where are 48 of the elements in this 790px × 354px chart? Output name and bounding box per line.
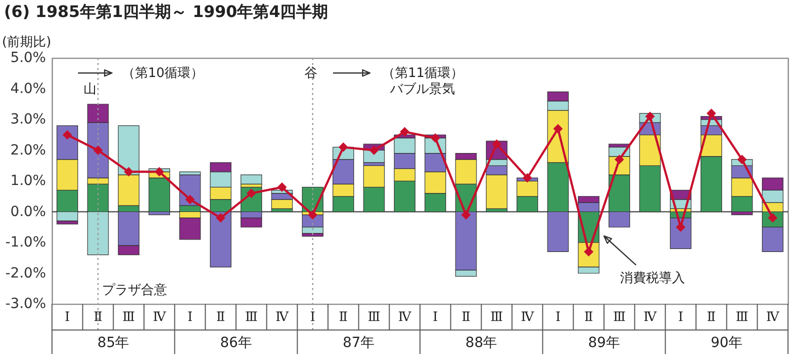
x-tick-label: Ⅳ	[644, 310, 658, 325]
x-tick-label: Ⅰ	[187, 310, 193, 325]
y-tick-label: 1.0%	[10, 173, 46, 189]
x-tick-label: Ⅲ	[368, 310, 380, 325]
annotation: 消費税導入	[620, 271, 685, 286]
y-tick-label: -1.0%	[5, 234, 46, 250]
x-tick-label: Ⅱ	[338, 310, 348, 325]
x-tick-label: Ⅲ	[245, 310, 258, 325]
text: 86年	[220, 335, 252, 351]
x-tick-label: Ⅳ	[398, 310, 412, 325]
x-tick-label: Ⅳ	[276, 310, 290, 325]
x-tick-label: Ⅲ	[613, 310, 626, 325]
x-tick-label: Ⅰ	[555, 310, 561, 325]
chart-title: (6) 1985年第1四半期～ 1990年第4四半期	[4, 2, 328, 21]
annotation: バブル景気	[389, 82, 455, 97]
text: 87年	[342, 335, 375, 351]
y-tick-label: 0.0%	[10, 204, 46, 220]
x-tick-label: Ⅱ	[462, 310, 471, 325]
text: 89年	[588, 335, 620, 351]
text: 85年	[97, 335, 130, 351]
annotation: （第10循環）	[122, 66, 204, 81]
annotation: 山	[84, 82, 96, 97]
x-tick-label: Ⅳ	[766, 310, 780, 325]
x-tick-label: Ⅱ	[584, 310, 594, 325]
x-tick-label: Ⅲ	[490, 310, 503, 325]
annotation: プラザ合意	[102, 283, 167, 298]
y-tick-label: 2.0%	[10, 142, 46, 158]
text: 90年	[710, 335, 743, 351]
x-tick-label: Ⅱ	[94, 310, 103, 325]
x-tick-label: Ⅲ	[736, 310, 748, 325]
x-tick-label: Ⅲ	[122, 310, 135, 325]
text: 88年	[465, 335, 498, 351]
x-tick-label: Ⅰ	[310, 310, 316, 325]
y-tick-label: 3.0%	[10, 112, 46, 128]
annotation: （第11循環）	[382, 66, 464, 81]
y-tick-label: -3.0%	[5, 296, 46, 312]
x-tick-label: Ⅰ	[432, 310, 438, 325]
y-axis-title: (前期比)	[2, 35, 52, 50]
x-tick-label: Ⅱ	[216, 310, 226, 325]
y-tick-label: 5.0%	[10, 50, 46, 66]
x-tick-label: Ⅰ	[64, 310, 70, 325]
x-tick-label: Ⅳ	[520, 310, 535, 325]
y-tick-label: -2.0%	[5, 265, 46, 282]
x-tick-label: Ⅳ	[152, 310, 167, 325]
x-tick-label: Ⅰ	[678, 310, 684, 325]
x-tick-label: Ⅱ	[706, 310, 716, 325]
annotation: 谷	[304, 66, 318, 81]
y-tick-label: 4.0%	[10, 80, 46, 97]
